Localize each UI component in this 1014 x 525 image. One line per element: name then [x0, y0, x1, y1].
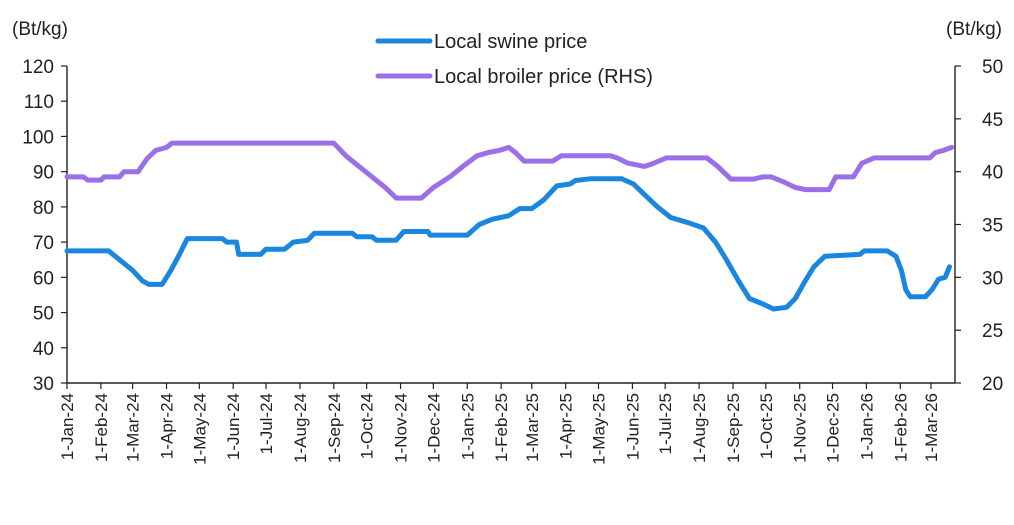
left-axis-unit: (Bt/kg)	[12, 19, 68, 40]
series-line-swine	[64, 176, 952, 312]
legend-label-broiler: Local broiler price (RHS)	[434, 66, 653, 88]
left-y-tick-label: 80	[33, 198, 54, 219]
x-tick-label: 1-Jun-24	[224, 393, 243, 460]
x-tick-label: 1-Feb-25	[492, 393, 511, 462]
legend-label-swine: Local swine price	[434, 31, 587, 53]
x-tick-label: 1-Jul-25	[656, 393, 675, 454]
x-tick-label: 1-Aug-25	[690, 393, 709, 463]
x-tick-label: 1-May-24	[190, 393, 209, 465]
x-tick-label: 1-Oct-24	[358, 393, 377, 459]
right-y-tick-label: 25	[982, 321, 1003, 342]
right-y-tick-label: 50	[982, 57, 1003, 78]
left-y-tick-label: 120	[22, 57, 54, 78]
x-tick-label: 1-Jan-24	[58, 393, 77, 460]
right-y-tick-label: 30	[982, 268, 1003, 289]
left-y-tick-label: 30	[33, 374, 54, 395]
x-tick-label: 1-Feb-24	[92, 393, 111, 462]
left-y-tick-label: 90	[33, 163, 54, 184]
left-y-tick-label: 70	[33, 233, 54, 254]
x-tick-label: 1-Apr-25	[557, 393, 576, 459]
x-tick-label: 1-Aug-24	[291, 393, 310, 463]
x-tick-label: 1-Jun-25	[623, 393, 642, 460]
right-y-tick-label: 40	[982, 163, 1003, 184]
legend: Local swine price Local broiler price (R…	[375, 31, 653, 88]
left-y-tick-label: 100	[22, 127, 54, 148]
right-y-ticks: 20 25 30 35 40 45 50	[955, 57, 1003, 395]
x-tick-label: 1-Sep-24	[325, 393, 344, 463]
x-tick-label: 1-Dec-24	[424, 393, 443, 463]
x-tick-label: 1-Jul-24	[257, 393, 276, 454]
x-tick-label: 1-Oct-25	[757, 393, 776, 459]
x-tick-label: 1-Nov-24	[392, 393, 411, 463]
x-tick-label: 1-Jan-26	[857, 393, 876, 460]
series-line-broiler	[64, 140, 955, 201]
right-y-tick-label: 20	[982, 374, 1003, 395]
series-layer	[64, 140, 955, 312]
right-y-tick-label: 35	[982, 216, 1003, 237]
x-tick-label: 1-Mar-25	[523, 393, 542, 462]
right-y-tick-label: 45	[982, 110, 1003, 131]
x-tick-label: 1-Mar-24	[124, 393, 143, 462]
x-tick-label: 1-May-25	[589, 393, 608, 465]
x-tick-label: 1-Mar-26	[922, 393, 941, 462]
x-tick-label: 1-Sep-25	[724, 393, 743, 463]
x-tick-label: 1-Dec-25	[824, 393, 843, 463]
x-tick-label: 1-Feb-26	[891, 393, 910, 462]
left-y-ticks: 30 40 50 60 70 80 90 100 110 120	[22, 57, 67, 395]
left-y-tick-label: 40	[33, 339, 54, 360]
left-y-tick-label: 60	[33, 268, 54, 289]
x-tick-label: 1-Apr-24	[158, 393, 177, 459]
x-tick-label: 1-Nov-25	[791, 393, 810, 463]
left-y-tick-label: 110	[24, 92, 54, 113]
x-tick-label: 1-Jan-25	[458, 393, 477, 460]
x-ticks: 1-Jan-24 1-Feb-24 1-Mar-24 1-Apr-24 1-May-24…	[58, 383, 941, 465]
right-axis-unit: (Bt/kg)	[946, 19, 1002, 40]
left-y-tick-label: 50	[33, 304, 54, 325]
